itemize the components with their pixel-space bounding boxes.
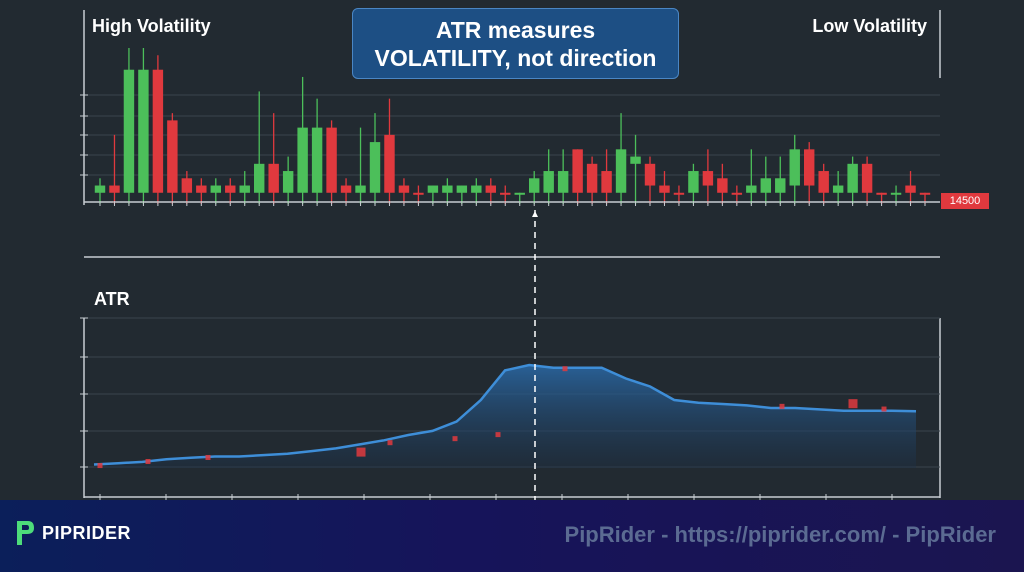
- atr-marker: [205, 454, 211, 460]
- candle-body: [152, 69, 164, 193]
- candle-body: [471, 185, 482, 193]
- candle-body: [630, 156, 641, 164]
- candle-body: [225, 185, 236, 193]
- candle-body: [398, 185, 410, 193]
- price-tag: 14500: [941, 193, 989, 209]
- candle-body: [514, 192, 525, 195]
- candle-body: [210, 185, 221, 193]
- atr-marker: [779, 403, 785, 409]
- candle-body: [601, 171, 612, 193]
- candle-body: [659, 185, 670, 193]
- candle-body: [673, 192, 685, 195]
- atr-area-fill: [94, 365, 916, 468]
- candle-body: [109, 185, 120, 193]
- atr-panel-label: ATR: [94, 289, 130, 309]
- candle-body: [427, 185, 439, 193]
- candle-body: [167, 120, 178, 193]
- high-volatility-label: High Volatility: [92, 16, 211, 36]
- atr-marker: [145, 459, 151, 465]
- candle-body: [442, 185, 453, 193]
- candle-body: [138, 69, 149, 193]
- atr-marker: [356, 447, 366, 457]
- atr-line: [93, 363, 917, 466]
- candle-body: [529, 178, 540, 193]
- candle-body: [789, 149, 800, 186]
- chart-area: [80, 10, 941, 500]
- footer-bar: [0, 500, 1024, 572]
- candle-body: [196, 185, 207, 193]
- atr-marker: [848, 399, 858, 409]
- candle-body: [746, 185, 757, 193]
- candle-body: [775, 178, 786, 193]
- atr-callout-box: ATR measures VOLATILITY, not direction: [352, 8, 679, 79]
- candle-body: [297, 127, 308, 193]
- candle-body: [702, 171, 714, 186]
- candle-body: [890, 192, 902, 195]
- atr-marker: [387, 440, 393, 446]
- chart-svg: [80, 10, 941, 500]
- candle-body: [311, 127, 323, 193]
- divider-arrow-icon: [532, 211, 538, 217]
- candle-body: [123, 69, 135, 193]
- candle-body: [456, 185, 468, 193]
- candle-body: [572, 149, 583, 193]
- atr-marker: [562, 366, 568, 372]
- candle-body: [615, 149, 627, 193]
- candle-body: [818, 171, 829, 193]
- candle-body: [181, 178, 193, 193]
- candle-body: [500, 192, 511, 195]
- atr-marker: [97, 463, 103, 469]
- candle-body: [340, 185, 352, 193]
- candle-body: [717, 178, 728, 193]
- piprider-logo-icon: [17, 521, 34, 545]
- atr-marker: [452, 436, 458, 442]
- candle-body: [94, 185, 106, 193]
- candle-body: [268, 163, 279, 193]
- candle-body: [644, 163, 656, 186]
- watermark-text[interactable]: PipRider - https://piprider.com/ - PipRi…: [564, 522, 996, 547]
- candle-body: [905, 185, 916, 193]
- atr-marker: [495, 432, 501, 438]
- low-volatility-label: Low Volatility: [812, 16, 927, 36]
- callout-line-2: VOLATILITY, not direction: [374, 44, 657, 71]
- candle-body: [847, 163, 858, 193]
- candle-body: [832, 185, 844, 193]
- candle-body: [557, 171, 569, 193]
- brand-logo[interactable]: PIPRIDER: [14, 519, 131, 547]
- candle-body: [369, 142, 381, 193]
- candle-body: [731, 192, 743, 195]
- candle-body: [919, 192, 931, 195]
- candle-body: [688, 171, 699, 193]
- candle-body: [355, 185, 366, 193]
- candle-body: [543, 171, 554, 193]
- candle-body: [282, 171, 294, 193]
- callout-line-1: ATR measures: [435, 16, 596, 43]
- brand-name: PIPRIDER: [42, 522, 132, 543]
- candle-body: [254, 163, 265, 193]
- candle-body: [239, 185, 250, 193]
- candle-body: [876, 192, 887, 195]
- candle-body: [384, 134, 395, 193]
- candle-body: [413, 192, 424, 195]
- candle-body: [586, 163, 598, 193]
- candle-body: [804, 149, 815, 186]
- candle-body: [485, 185, 496, 193]
- candle-body: [326, 127, 337, 193]
- candle-body: [861, 163, 873, 193]
- candle-body: [760, 178, 771, 193]
- atr-marker: [881, 406, 887, 412]
